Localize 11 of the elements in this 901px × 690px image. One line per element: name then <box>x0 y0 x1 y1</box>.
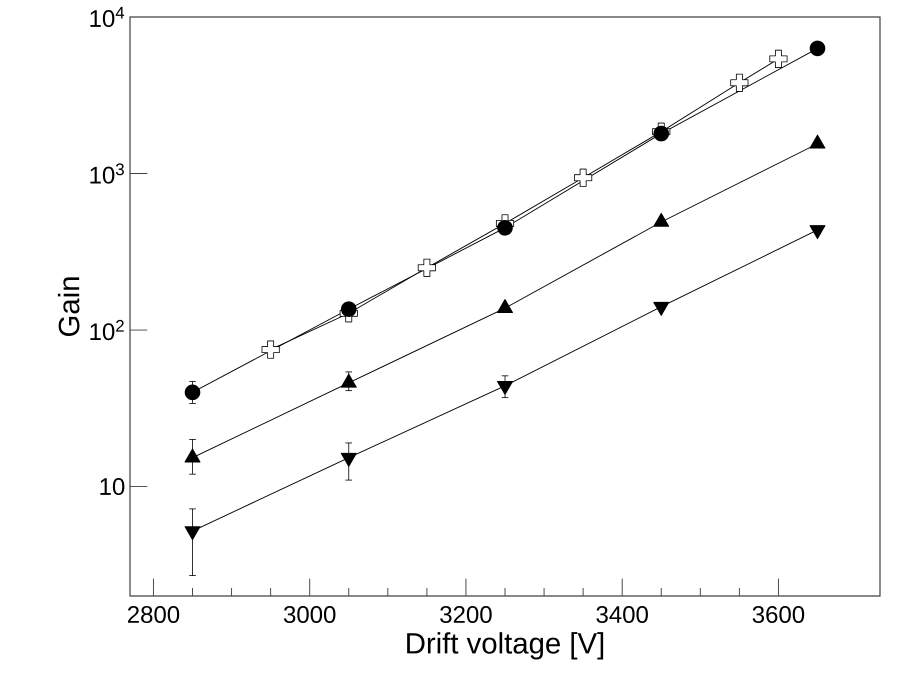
y-tick-label: 10$^{4}$ <box>90 6 124 28</box>
x-tick-label: 3600 <box>752 606 804 624</box>
y-tick-label: 10 <box>100 478 124 496</box>
y-tick-label: 10$^{3}$ <box>90 163 124 184</box>
x-tick-label: 3200 <box>440 606 492 624</box>
x-tick-label: 3000 <box>284 606 336 624</box>
x-axis-title: Drift voltage [V] <box>407 632 604 660</box>
y-tick-label: 10$^{2}$ <box>90 320 124 340</box>
x-tick-label: 2800 <box>128 606 180 624</box>
x-tick-label: 3400 <box>596 606 648 624</box>
y-axis-title: Gain <box>58 277 80 336</box>
